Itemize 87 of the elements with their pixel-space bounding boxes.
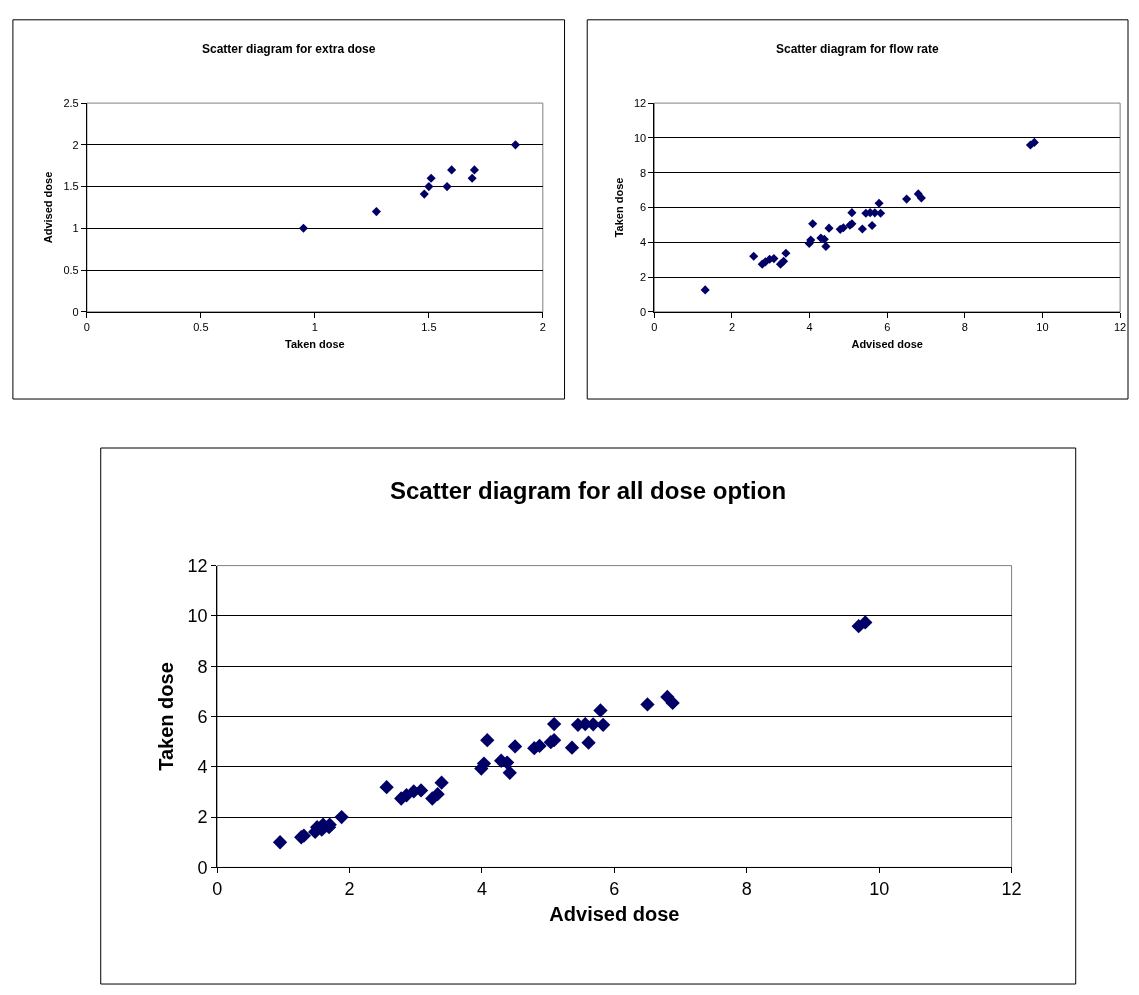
x-tick-label: 8 (741, 879, 752, 900)
point (916, 193, 926, 203)
point (867, 220, 877, 231)
y-tick-label: 2.5 (63, 96, 79, 109)
point (467, 173, 477, 183)
point (469, 165, 479, 175)
y-tick-label: 2 (72, 138, 79, 151)
x-tick-label: 2 (344, 879, 355, 900)
y-tick-label: 1 (72, 222, 79, 235)
y-tick-label: 4 (640, 236, 647, 249)
x-tick-label: 0 (83, 321, 90, 334)
point (595, 717, 611, 732)
point (379, 780, 394, 795)
x-tick-label: 12 (1001, 879, 1022, 900)
point (272, 835, 288, 850)
point (858, 615, 873, 630)
x-tick-label: 10 (869, 879, 890, 900)
y-tick-label: 0.5 (63, 263, 79, 276)
y-tick-label: 2 (640, 270, 647, 283)
point (507, 739, 523, 754)
y-tick-label: 0 (640, 305, 647, 318)
point (640, 697, 655, 712)
point (298, 223, 309, 233)
chart-title: Scatter diagram for all dose option (390, 477, 787, 504)
x-axis-title: Taken dose (285, 338, 345, 351)
point (371, 207, 381, 217)
x-tick-label: 8 (961, 321, 968, 334)
point (857, 224, 867, 234)
y-axis-title: Taken dose (155, 662, 178, 771)
y-tick-label: 4 (197, 757, 208, 778)
point (821, 241, 831, 251)
point (874, 198, 884, 208)
x-tick-label: 1.5 (421, 321, 437, 334)
y-tick-label: 8 (640, 166, 647, 179)
x-tick-label: 1 (311, 321, 318, 334)
point (430, 787, 445, 802)
y-tick-label: 10 (187, 606, 208, 627)
x-tick-label: 6 (884, 321, 891, 334)
y-tick-label: 12 (187, 555, 208, 576)
y-tick-label: 6 (640, 201, 647, 214)
point (581, 735, 596, 750)
point (426, 173, 436, 183)
point (824, 223, 834, 233)
x-tick-label: 10 (1036, 321, 1049, 334)
point (749, 251, 759, 261)
y-tick-label: 6 (197, 706, 208, 727)
x-tick-label: 0 (651, 321, 658, 334)
y-tick-label: 1.5 (63, 180, 79, 193)
point (781, 248, 791, 258)
x-axis-title: Advised dose (851, 338, 923, 351)
x-tick-label: 4 (806, 321, 813, 334)
y-tick-label: 12 (633, 96, 647, 109)
point (876, 208, 886, 218)
point (480, 733, 495, 748)
point (593, 703, 608, 718)
point (424, 182, 434, 192)
chart-title: Scatter diagram for extra dose (202, 42, 376, 56)
point (434, 775, 449, 790)
point (902, 194, 912, 204)
point (447, 165, 457, 175)
point (564, 740, 580, 755)
y-axis-title: Taken dose (612, 177, 625, 238)
point (665, 695, 680, 711)
y-tick-label: 10 (633, 131, 647, 144)
point (502, 765, 517, 780)
point (546, 716, 562, 732)
point (808, 219, 818, 229)
point (419, 189, 429, 199)
y-tick-label: 0 (197, 857, 208, 878)
point (700, 285, 710, 295)
x-tick-label: 4 (476, 879, 487, 900)
point (779, 256, 789, 266)
x-tick-label: 6 (609, 879, 620, 900)
point (442, 182, 452, 192)
y-axis-title: Advised dose (42, 171, 55, 244)
point (334, 809, 349, 825)
y-tick-label: 2 (197, 807, 208, 828)
x-tick-label: 2 (539, 321, 546, 334)
y-tick-label: 8 (197, 656, 208, 677)
point (847, 208, 857, 218)
x-tick-label: 0 (212, 879, 223, 900)
chart-title: Scatter diagram for flow rate (776, 42, 940, 56)
x-tick-label: 2 (728, 321, 736, 334)
point (510, 140, 521, 150)
x-axis-title: Advised dose (549, 902, 680, 925)
y-tick-label: 0 (72, 305, 79, 318)
x-tick-label: 12 (1113, 321, 1127, 334)
